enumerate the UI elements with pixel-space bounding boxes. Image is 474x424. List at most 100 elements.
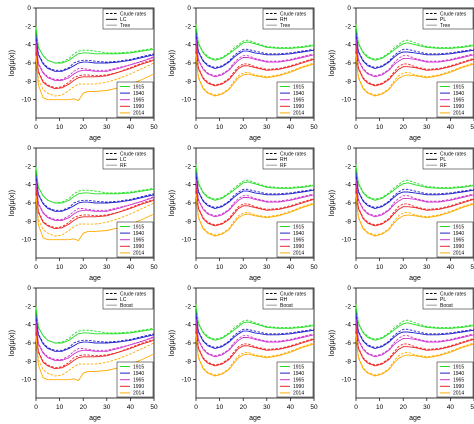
panel-1-y-tick-label: -2 bbox=[25, 23, 31, 30]
panel-1-series-1965-fitted bbox=[35, 42, 155, 81]
panel-8-series-2014-fitted bbox=[195, 334, 315, 377]
panel-4-series-1915-crude bbox=[35, 166, 155, 204]
panel-8-legend-top-label: Boost bbox=[280, 303, 293, 309]
panel-7-x-tick-label: 50 bbox=[150, 404, 158, 411]
panel-9-y-tick-label: -6 bbox=[345, 340, 351, 347]
panel-4-x-tick-label: 20 bbox=[80, 264, 88, 271]
panel-5-y-tick-label: 0 bbox=[187, 145, 191, 152]
panel-7-x-tick-label: 20 bbox=[80, 404, 88, 411]
panel-2-x-tick-label: 10 bbox=[216, 124, 224, 131]
panel-9-series-1965-fitted bbox=[355, 320, 474, 358]
panel-6-x-tick-label: 10 bbox=[376, 264, 384, 271]
panel-6-series-1940-crude bbox=[355, 172, 474, 209]
panel-1-series-1915-crude bbox=[35, 26, 155, 64]
panel-2-y-tick-label: -6 bbox=[185, 60, 191, 67]
panel-3-series-1965-crude bbox=[355, 39, 474, 77]
panel-6-series-1990-fitted bbox=[355, 187, 474, 227]
panel-8-series-1940-crude bbox=[195, 312, 315, 349]
panel-9-y-tick-label: -4 bbox=[345, 322, 351, 329]
panel-5-x-tick-label: 10 bbox=[216, 264, 224, 271]
panel-6-series-1915-crude bbox=[355, 164, 474, 200]
panel-9-legend-label-1940: 1940 bbox=[453, 371, 464, 377]
panel-4-legend-top bbox=[102, 148, 154, 170]
panel-1-y-tick-label: -4 bbox=[25, 42, 31, 49]
panel-4-legend-label-1915: 1915 bbox=[133, 224, 144, 230]
panel-1-y-tick-label: -10 bbox=[22, 97, 32, 104]
panel-9-series-1940-crude bbox=[355, 312, 474, 349]
panel-7-legend-label-2014: 2014 bbox=[133, 391, 144, 397]
panel-4-y-tick-label: -6 bbox=[25, 200, 31, 207]
panel-3-x-tick-label: 20 bbox=[400, 124, 408, 131]
panel-2-series-1915-crude bbox=[195, 24, 315, 60]
panel-9-legend-label-1965: 1965 bbox=[453, 378, 464, 384]
panel-5-x-tick-label: 30 bbox=[263, 264, 271, 271]
panel-7-legend-label-1990: 1990 bbox=[133, 384, 144, 390]
panel-2-legend-label-1915: 1915 bbox=[293, 84, 304, 90]
panel-9-series-1915-fitted bbox=[355, 306, 474, 341]
panel-5-y-tick-label: -6 bbox=[185, 200, 191, 207]
panel-5-legend-label-1940: 1940 bbox=[293, 231, 304, 237]
panel-5-y-tick-label: -10 bbox=[182, 237, 192, 244]
panel-6-x-tick-label: 40 bbox=[447, 264, 455, 271]
panel-2-series-1990-crude bbox=[195, 46, 315, 86]
panel-8-series-1965-fitted bbox=[195, 320, 315, 358]
panel-1-y-tick-label: -6 bbox=[25, 60, 31, 67]
panel-2-y-tick-label: -4 bbox=[185, 42, 191, 49]
panel-7-series-1940-crude bbox=[35, 315, 155, 351]
panel-9-x-tick-label: 0 bbox=[354, 404, 358, 411]
panel-5-legend-top bbox=[262, 148, 314, 170]
panel-2-series-2014-crude bbox=[195, 53, 315, 96]
panel-2-series-1915-fitted bbox=[195, 26, 315, 61]
panel-2-series-1940-crude bbox=[195, 32, 315, 69]
panel-5-legend-label-2014: 2014 bbox=[293, 251, 304, 257]
panel-8-series-1915-fitted bbox=[195, 306, 315, 341]
panel-9-series-1940-fitted bbox=[355, 313, 474, 349]
panel-5-ylabel: log(μ(x)) bbox=[169, 190, 176, 216]
panel-1-y-tick-label: 0 bbox=[27, 5, 31, 12]
panel-8-legend-label-2014: 2014 bbox=[293, 391, 304, 397]
panel-4-ylabel: log(μ(x)) bbox=[9, 190, 16, 216]
panel-1-series-1990-fitted bbox=[35, 50, 155, 90]
panel-7-y-tick-label: -4 bbox=[25, 322, 31, 329]
panel-8-ylabel: log(μ(x)) bbox=[169, 330, 176, 356]
panel-6-x-tick-label: 30 bbox=[423, 264, 431, 271]
panel-8-legend-top-label: RH bbox=[280, 297, 288, 303]
panel-6-legend-label-1965: 1965 bbox=[453, 238, 464, 244]
panel-3-legend-label-1915: 1915 bbox=[453, 84, 464, 90]
panel-4-series-1990-fitted bbox=[35, 190, 155, 230]
panel-3-x-tick-label: 0 bbox=[354, 124, 358, 131]
panel-6-y-tick-label: -8 bbox=[345, 218, 351, 225]
panel-9-series-1965-crude bbox=[355, 319, 474, 357]
panel-2: 0 10 20 30 40 50 0 -2 -4 -6 -8 -10 age log(μ(x)) Crude… bbox=[169, 5, 318, 142]
panel-1-legend-label-2014: 2014 bbox=[133, 111, 144, 117]
panel-3-y-tick-label: -4 bbox=[345, 42, 351, 49]
panel-9-legend-top bbox=[422, 288, 474, 310]
panel-5-y-tick-label: -4 bbox=[185, 182, 191, 189]
panel-4-y-tick-label: -2 bbox=[25, 163, 31, 170]
panel-2-y-tick-label: 0 bbox=[187, 5, 191, 12]
panel-4-legend-label-2014: 2014 bbox=[133, 251, 144, 257]
panel-3-x-tick-label: 10 bbox=[376, 124, 384, 131]
panel-8-x-tick-label: 30 bbox=[263, 404, 271, 411]
panel-6-legend-label-1915: 1915 bbox=[453, 224, 464, 230]
panel-5-x-tick-label: 0 bbox=[194, 264, 198, 271]
panel-8-series-1915-crude bbox=[195, 304, 315, 340]
panel-4-x-tick-label: 10 bbox=[56, 264, 64, 271]
panel-7: 0 10 20 30 40 50 0 -2 -4 -6 -8 -10 age log(μ(x)) Crude… bbox=[9, 285, 158, 422]
panel-1-series-1940-crude bbox=[35, 35, 155, 71]
panel-4-series-1915-fitted bbox=[35, 168, 155, 204]
panel-5-legend-top-label: Crude rates bbox=[280, 151, 307, 157]
panel-8-series-1965-crude bbox=[195, 319, 315, 357]
panel-8-x-tick-label: 20 bbox=[240, 404, 248, 411]
panel-3-series-1940-crude bbox=[355, 32, 474, 69]
panel-8-series-1990-crude bbox=[195, 326, 315, 366]
panel-2-series-1965-crude bbox=[195, 39, 315, 77]
panel-9-series-1990-fitted bbox=[355, 327, 474, 367]
panel-2-legend-label-1965: 1965 bbox=[293, 98, 304, 104]
panel-5-legend-label-1965: 1965 bbox=[293, 238, 304, 244]
panel-7-series-2014-crude bbox=[35, 335, 155, 377]
panel-2-legend-label-1940: 1940 bbox=[293, 91, 304, 97]
panel-5-series-1965-fitted bbox=[195, 180, 315, 218]
panel-7-series-1915-fitted bbox=[35, 308, 155, 344]
panel-5-legend-top-label: RH bbox=[280, 157, 288, 163]
